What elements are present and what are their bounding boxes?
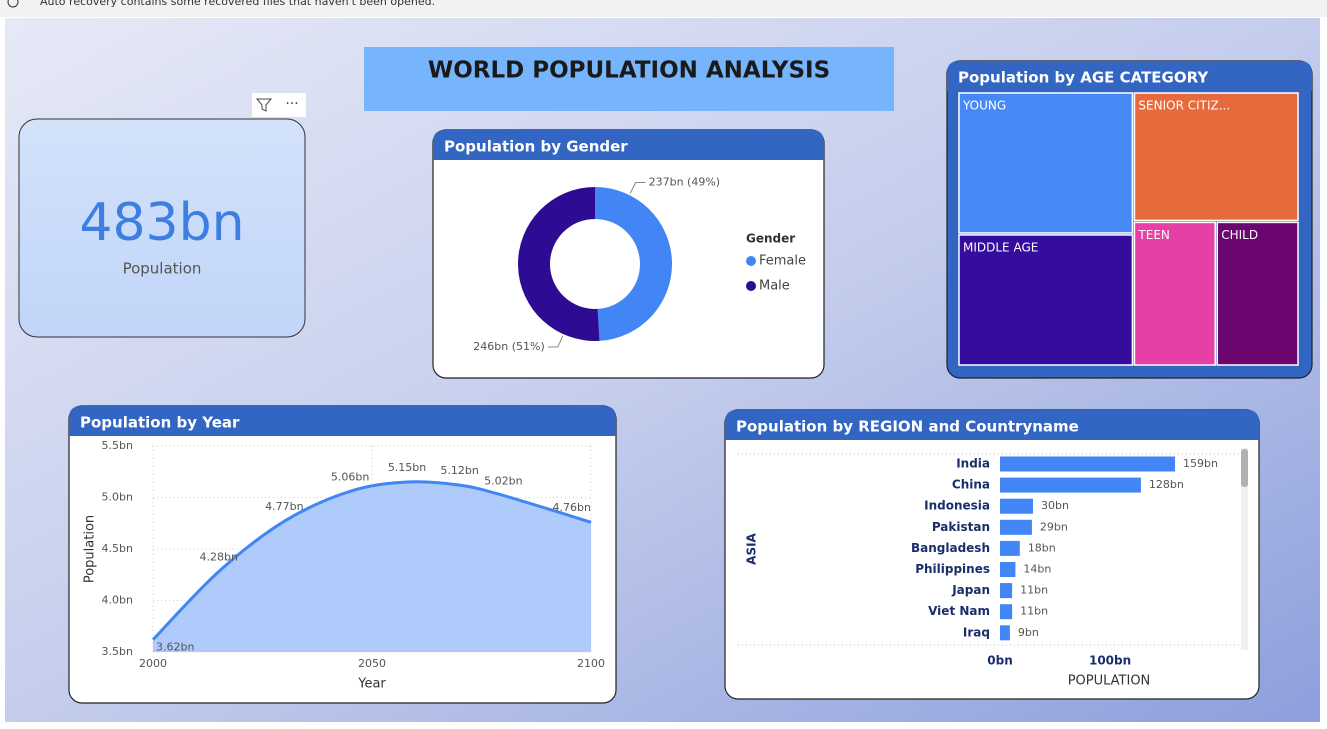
panel-title: Population by Year (80, 414, 240, 432)
kpi-label: Population (123, 260, 202, 278)
leader-line (547, 335, 564, 348)
bar (1000, 604, 1013, 620)
leader-line (629, 182, 646, 194)
treemap-tile (1216, 221, 1299, 366)
data-label: 29bn (1040, 520, 1068, 533)
donut-slice (595, 187, 672, 341)
treemap-tile (1133, 92, 1299, 222)
x-tick-label: 0bn (987, 654, 1012, 668)
data-label: 159bn (1183, 457, 1218, 470)
x-tick-label: 2050 (358, 657, 386, 670)
scrollbar-thumb (1241, 449, 1248, 487)
panel-header (947, 61, 1312, 91)
panel-title: Population by Gender (444, 138, 628, 156)
data-label: 30bn (1041, 499, 1069, 512)
treemap-tile (1133, 221, 1216, 366)
tile-label: YOUNG (962, 99, 1006, 113)
banner-bar (0, 0, 1327, 17)
category-label: Viet Nam (928, 604, 990, 618)
y-axis-title: Population (83, 515, 98, 583)
data-label: 4.76bn (553, 501, 591, 514)
panel-title: Population by AGE CATEGORY (958, 69, 1209, 87)
scrollbar-track (1241, 448, 1248, 650)
y-tick-label: 5.0bn (102, 491, 133, 504)
info-icon (7, 0, 19, 8)
data-label: 5.15bn (388, 461, 426, 474)
legend-title: Gender (746, 232, 795, 246)
x-tick-label: 100bn (1089, 654, 1131, 668)
x-tick-label: 2000 (139, 657, 167, 670)
category-label: Iraq (963, 625, 990, 639)
donut-slice (517, 187, 600, 341)
legend-marker (746, 281, 756, 291)
data-label: 14bn (1023, 563, 1051, 576)
tile-label: TEEN (1137, 228, 1169, 242)
bar (1000, 583, 1013, 599)
treemap-tile (958, 234, 1134, 366)
panel-title: Population by REGION and Countryname (736, 418, 1079, 436)
data-label: 128bn (1149, 478, 1184, 491)
title-box (364, 47, 894, 111)
tile-label: MIDDLE AGE (963, 240, 1038, 254)
bar (1000, 519, 1032, 535)
panel-header (433, 130, 824, 160)
data-label: 5.02bn (484, 474, 522, 487)
data-label: 9bn (1018, 626, 1039, 639)
data-label: 3.62bn (156, 641, 194, 654)
y-tick-label: 4.5bn (102, 542, 133, 555)
data-label: 18bn (1028, 541, 1056, 554)
tile-label: SENIOR CITIZ... (1138, 99, 1230, 113)
category-label: Pakistan (932, 520, 990, 534)
data-label: 11bn (1020, 584, 1048, 597)
x-tick-label: 2100 (577, 657, 605, 670)
data-label: 5.12bn (440, 464, 478, 477)
data-label: 4.77bn (265, 500, 303, 513)
legend-marker (746, 256, 756, 266)
bar (1000, 477, 1141, 493)
kpi-card (18, 118, 306, 338)
banner-text: Auto recovery contains some recovered fi… (40, 0, 435, 8)
area-fill (153, 481, 591, 652)
data-label: 5.06bn (331, 470, 369, 483)
legend-label: Female (759, 254, 806, 269)
line (151, 480, 592, 641)
category-label: China (952, 478, 990, 492)
bar (1000, 625, 1010, 641)
group-label: ASIA (745, 532, 759, 564)
bar (1000, 498, 1034, 514)
category-label: Indonesia (924, 499, 990, 513)
tile-label: CHILD (1221, 228, 1258, 242)
data-label: 4.28bn (199, 551, 237, 564)
visual-header (252, 93, 306, 117)
category-label: Bangladesh (911, 541, 990, 555)
more-options[interactable]: ··· (285, 96, 298, 112)
bar (1000, 456, 1176, 472)
y-tick-label: 3.5bn (102, 645, 133, 658)
kpi-value: 483bn (79, 193, 244, 253)
x-axis-title: Year (357, 677, 386, 692)
x-axis-title: POPULATION (1068, 674, 1151, 689)
data-label: 237bn (49%) (649, 176, 720, 189)
dashboard-title: WORLD POPULATION ANALYSIS (428, 58, 830, 84)
y-tick-label: 5.5bn (102, 439, 133, 452)
treemap-tile (958, 92, 1134, 234)
category-label: Japan (951, 583, 990, 597)
bar (1000, 562, 1016, 577)
filter-icon[interactable] (255, 98, 273, 112)
y-tick-label: 4.0bn (102, 594, 133, 607)
bar (1000, 540, 1020, 556)
panel-header (725, 410, 1259, 440)
category-label: Philippines (915, 562, 990, 576)
panel-header (69, 406, 616, 436)
legend-label: Male (759, 279, 790, 294)
data-label: 246bn (51%) (473, 340, 544, 353)
data-label: 11bn (1020, 605, 1048, 618)
category-label: India (956, 457, 990, 471)
